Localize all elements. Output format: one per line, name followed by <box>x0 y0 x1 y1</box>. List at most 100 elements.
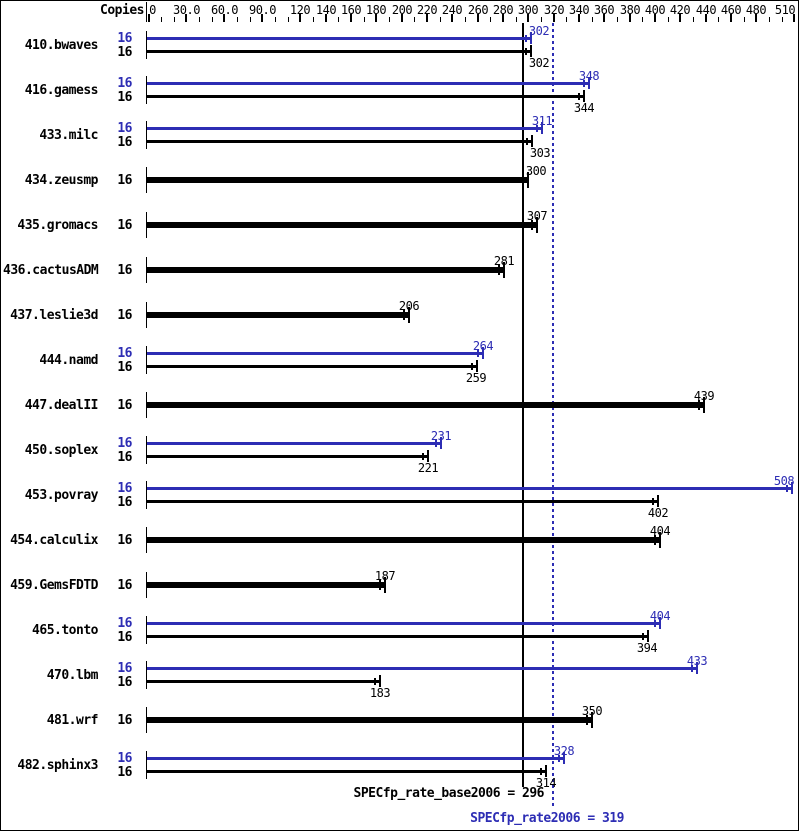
axis-major-tick <box>629 14 631 22</box>
axis-major-tick <box>755 14 757 22</box>
axis-major-tick <box>654 14 656 22</box>
axis-major-tick <box>148 14 150 22</box>
row-axis-segment <box>146 707 147 733</box>
copies-label: 16 <box>117 495 132 510</box>
axis-minor-tick <box>693 17 694 22</box>
peak-value-label: 231 <box>430 429 452 443</box>
bar-end-whisker <box>563 752 565 764</box>
bar-end-whisker <box>527 172 529 188</box>
copies-label: 16 <box>117 616 132 631</box>
bar-run-whisker <box>654 535 656 545</box>
axis-minor-tick <box>566 17 567 22</box>
copies-label: 16 <box>117 630 132 645</box>
copies-label: 16 <box>117 481 132 496</box>
bar-run-whisker <box>536 125 538 132</box>
result-bar <box>147 95 583 98</box>
result-bar <box>147 582 384 588</box>
axis-major-tick <box>553 14 555 22</box>
single-value-label: 281 <box>493 254 515 268</box>
axis-tick-label: 0 <box>149 3 156 17</box>
row-axis-segment <box>146 121 147 149</box>
benchmark-name: 450.soplex <box>24 443 99 458</box>
bar-end-whisker <box>379 675 381 687</box>
bar-run-whisker <box>698 400 700 410</box>
axis-major-tick <box>426 14 428 22</box>
bar-run-whisker <box>558 755 560 762</box>
row-axis-segment <box>146 76 147 104</box>
bar-run-whisker <box>652 498 654 505</box>
bar-end-whisker <box>384 577 386 593</box>
result-bar <box>147 37 530 40</box>
single-value-label: 350 <box>581 704 603 718</box>
axis-minor-tick <box>668 17 669 22</box>
peak-result-text: SPECfp_rate2006 = 319 <box>470 811 624 826</box>
bar-run-whisker <box>540 768 542 775</box>
copies-label: 16 <box>117 450 132 465</box>
copies-label: 16 <box>117 713 132 728</box>
peak-value-label: 264 <box>472 339 494 353</box>
bar-run-whisker <box>578 93 580 100</box>
axis-tick-label: 220 <box>416 3 438 17</box>
bar-run-whisker <box>471 363 473 370</box>
axis-tick-label: 400 <box>644 3 666 17</box>
peak-value-label: 328 <box>553 744 575 758</box>
axis-minor-tick <box>199 17 200 22</box>
result-bar <box>147 680 379 683</box>
axis-minor-tick <box>288 17 289 22</box>
copies-label: 16 <box>117 661 132 676</box>
single-value-label: 439 <box>693 389 715 403</box>
result-bar <box>147 222 536 228</box>
axis-minor-tick <box>769 17 770 22</box>
base-value-label: 259 <box>465 371 487 385</box>
benchmark-name: 454.calculix <box>10 533 98 548</box>
axis-major-tick <box>477 14 479 22</box>
bar-run-whisker <box>422 453 424 460</box>
single-value-label: 187 <box>374 569 396 583</box>
copies-label: 16 <box>117 121 132 136</box>
bar-end-whisker <box>791 482 793 494</box>
axis-major-tick <box>578 14 580 22</box>
row-axis-segment <box>146 527 147 553</box>
bar-run-whisker <box>642 633 644 640</box>
bar-run-whisker <box>477 350 479 357</box>
peak-value-label: 508 <box>773 474 795 488</box>
result-bar <box>147 312 408 318</box>
axis-minor-tick <box>237 17 238 22</box>
base-result-text: SPECfp_rate_base2006 = 296 <box>353 786 545 801</box>
bar-end-whisker <box>482 347 484 359</box>
axis-major-tick <box>502 14 504 22</box>
benchmark-name: 444.namd <box>39 353 98 368</box>
axis-minor-tick <box>718 17 719 22</box>
result-bar <box>147 770 545 773</box>
result-bar <box>147 500 657 503</box>
result-bar <box>147 537 659 543</box>
result-bar <box>147 455 427 458</box>
axis-tick-label: 160 <box>340 3 362 17</box>
row-axis-segment <box>146 212 147 238</box>
bar-run-whisker <box>691 665 693 672</box>
copies-label: 16 <box>117 578 132 593</box>
axis-tick-label: 340 <box>568 3 590 17</box>
single-value-label: 206 <box>398 299 420 313</box>
bar-end-whisker <box>591 712 593 728</box>
axis-tick-label: 120 <box>289 3 311 17</box>
row-axis-segment <box>146 392 147 418</box>
bar-end-whisker <box>408 307 410 323</box>
result-bar <box>147 177 527 183</box>
bar-end-whisker <box>440 437 442 449</box>
copies-label: 16 <box>117 218 132 233</box>
axis-tick-label: 320 <box>543 3 565 17</box>
bar-run-whisker <box>435 440 437 447</box>
copies-label: 16 <box>117 751 132 766</box>
bar-end-whisker <box>588 77 590 89</box>
bar-end-whisker <box>703 397 705 413</box>
axis-major-tick <box>730 14 732 22</box>
axis-tick-label: 460 <box>720 3 742 17</box>
bar-run-whisker <box>525 48 527 55</box>
row-axis-segment <box>146 616 147 644</box>
axis-tick-label: 180 <box>365 3 387 17</box>
result-bar <box>147 635 647 638</box>
copies-label: 16 <box>117 135 132 150</box>
axis-tick-label: 440 <box>695 3 717 17</box>
axis-minor-tick <box>364 17 365 22</box>
